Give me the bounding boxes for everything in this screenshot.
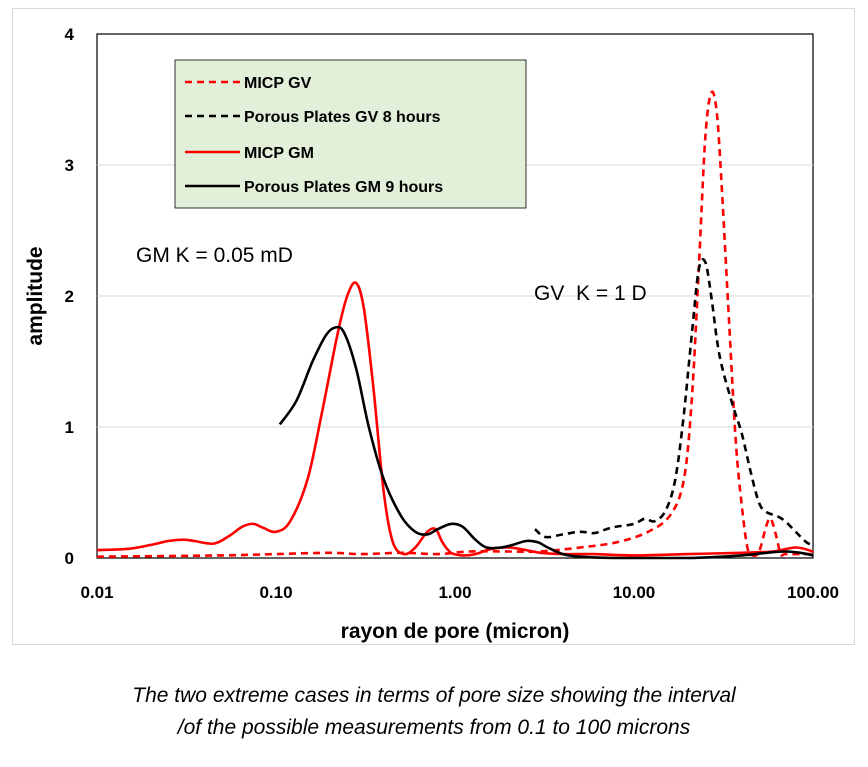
x-axis-title: rayon de pore (micron) xyxy=(341,620,570,643)
x-tick-label: 10.00 xyxy=(613,583,656,602)
series-layer xyxy=(96,90,814,560)
x-tick-label: 100.00 xyxy=(787,583,839,602)
legend-label: Porous Plates GV 8 hours xyxy=(244,109,441,126)
annotation-gv: GV K = 1 D xyxy=(534,282,647,305)
chart-frame xyxy=(12,8,855,645)
y-tick-label: 0 xyxy=(65,549,74,568)
x-tick-label: 1.00 xyxy=(438,583,471,602)
caption-line-2: /of the possible measurements from 0.1 t… xyxy=(177,716,691,739)
y-tick-label: 4 xyxy=(65,25,75,44)
x-tick-label: 0.01 xyxy=(80,583,113,602)
series-porous-plates-gv xyxy=(534,257,814,547)
legend-label: MICP GV xyxy=(244,75,312,92)
caption-line-1: The two extreme cases in terms of pore s… xyxy=(132,684,736,707)
legend: MICP GV Porous Plates GV 8 hours MICP GM… xyxy=(174,59,527,209)
legend-box xyxy=(174,59,527,209)
series-micp-gm xyxy=(96,281,814,557)
y-tick-label: 2 xyxy=(65,287,74,306)
x-tick-labels: 0.01 0.10 1.00 10.00 100.00 xyxy=(80,583,839,602)
annotation-gm: GM K = 0.05 mD xyxy=(136,244,293,267)
legend-label: MICP GM xyxy=(244,145,314,162)
y-axis-title: amplitude xyxy=(24,246,47,345)
series-porous-plates-gm xyxy=(278,325,814,560)
pore-size-chart: 0 1 2 3 4 0.01 0.10 1.00 10.00 100.00 ra… xyxy=(24,25,839,643)
y-tick-label: 3 xyxy=(65,156,74,175)
figure-caption: The two extreme cases in terms of pore s… xyxy=(0,680,868,744)
x-tick-label: 0.10 xyxy=(259,583,292,602)
legend-label: Porous Plates GM 9 hours xyxy=(244,179,443,196)
y-tick-labels: 0 1 2 3 4 xyxy=(65,25,75,568)
series-micp-gv xyxy=(96,90,813,558)
y-tick-label: 1 xyxy=(65,418,74,437)
